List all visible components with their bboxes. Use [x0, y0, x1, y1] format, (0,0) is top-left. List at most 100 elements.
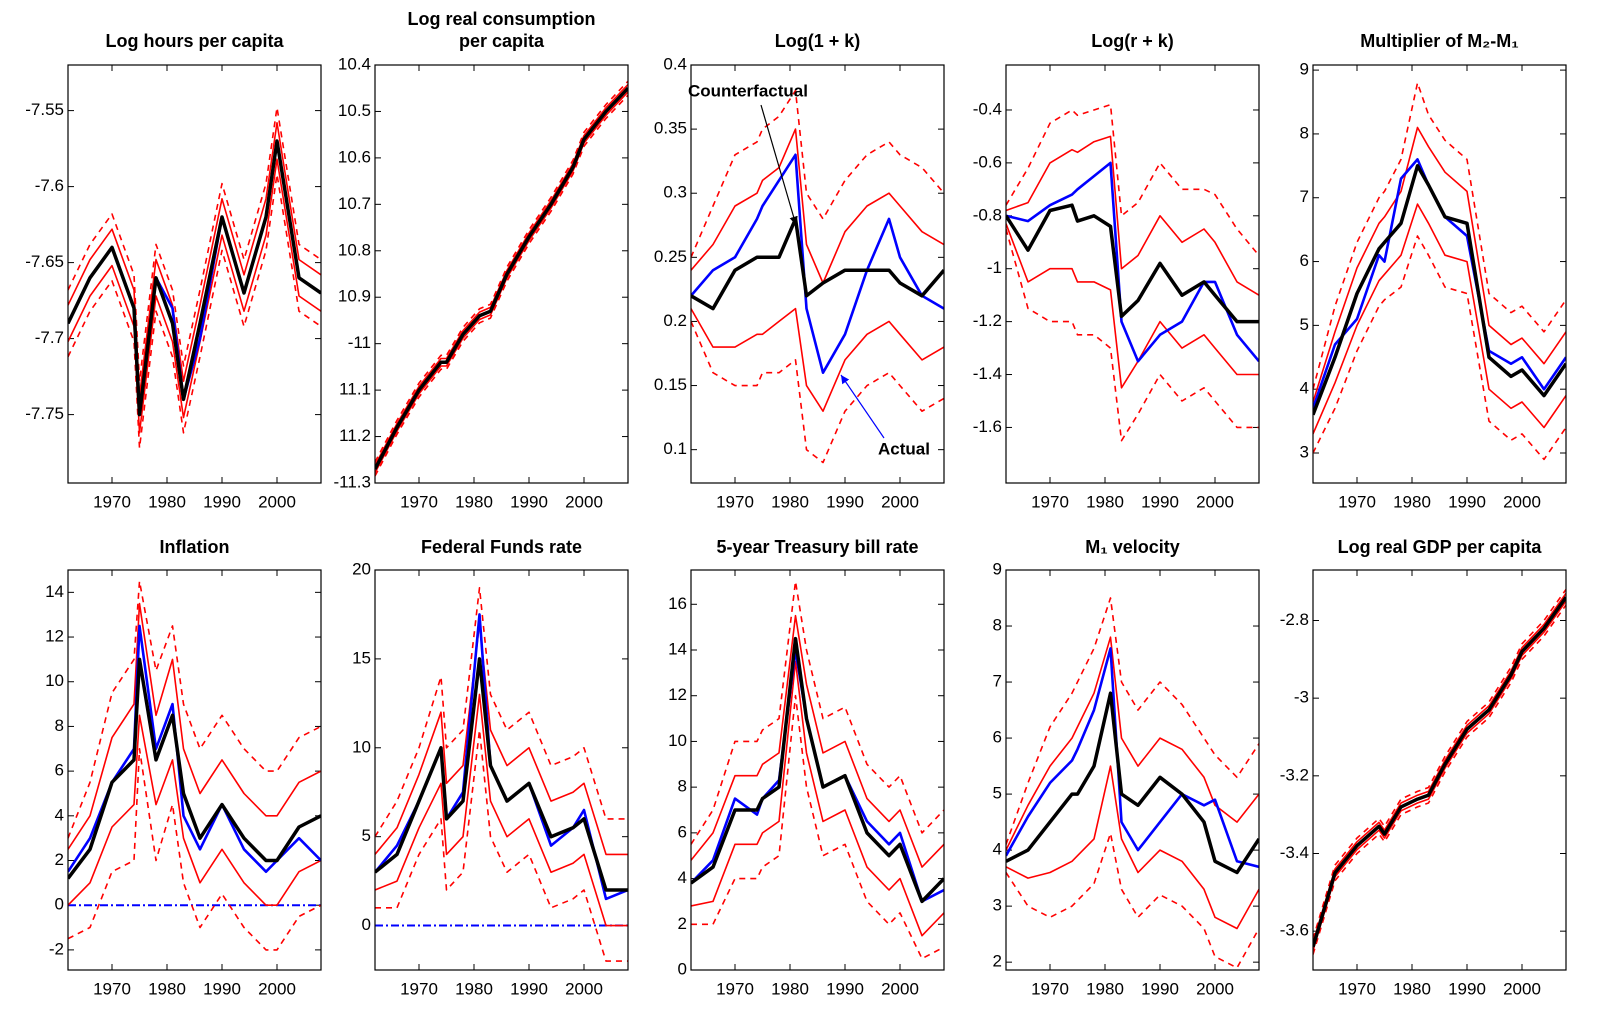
- y-tick-label: -3.2: [1280, 765, 1309, 784]
- y-tick-label: 10.7: [338, 194, 371, 213]
- y-tick-label: 10.6: [338, 147, 371, 166]
- plot-area: [1006, 597, 1259, 969]
- x-tick-label: 2000: [258, 979, 296, 998]
- band-line-dashed: [1006, 832, 1259, 969]
- band-line-dashed: [691, 694, 944, 960]
- plot-area: [1006, 103, 1259, 442]
- panel: M₁ velocity 2 3 4 5 6 7 8 9 1970 1980 1990 2000: [993, 537, 1260, 998]
- y-tick-label: 11.1: [339, 380, 371, 399]
- y-tick-label: 8: [1300, 123, 1309, 142]
- y-tick-label: 10.4: [338, 54, 371, 73]
- x-tick-label: 2000: [1503, 492, 1541, 511]
- series-line: [1006, 765, 1259, 930]
- x-tick-label: 2000: [1503, 979, 1541, 998]
- y-tick-label: 5: [993, 784, 1002, 803]
- y-tick-label: 12: [668, 685, 687, 704]
- plot-area: [691, 580, 944, 960]
- y-tick-label: 0.25: [654, 247, 687, 266]
- band-line-dashed: [691, 89, 944, 258]
- y-tick-label: 6: [1300, 251, 1309, 270]
- y-tick-label: 11.2: [339, 426, 371, 445]
- series-line: [1006, 135, 1259, 296]
- y-tick-label: 0.15: [654, 375, 687, 394]
- y-tick-label: -1.6: [973, 417, 1002, 436]
- y-tick-label: -3: [1294, 688, 1309, 707]
- y-tick-label: 0.35: [654, 119, 687, 138]
- y-tick-label: 8: [678, 777, 687, 796]
- series-line: [691, 307, 944, 412]
- y-tick-label: -2: [49, 939, 64, 958]
- panel-title: M₁ velocity: [1085, 537, 1179, 557]
- y-tick-label: -1.4: [973, 364, 1002, 383]
- panel-title: Federal Funds rate: [421, 537, 582, 557]
- y-tick-label: 0.2: [663, 311, 687, 330]
- y-tick-label: 2: [55, 850, 64, 869]
- y-tick-label: 0.1: [663, 439, 687, 458]
- y-tick-label: 16: [668, 594, 687, 613]
- series-line: [1313, 126, 1566, 403]
- band-line-dashed: [68, 580, 321, 839]
- y-tick-label: -0.4: [973, 99, 1002, 118]
- x-tick-label: 1980: [148, 979, 186, 998]
- x-tick-label: 1970: [1338, 979, 1376, 998]
- y-tick-label: -7.7: [35, 328, 64, 347]
- plot-frame: [690, 64, 945, 484]
- y-tick-label: 10.8: [338, 240, 371, 259]
- x-tick-label: 1970: [1031, 492, 1069, 511]
- y-tick-label: 14: [668, 639, 687, 658]
- band-line-dashed: [375, 80, 628, 463]
- y-tick-label: 4: [678, 868, 687, 887]
- y-tick-label: 6: [678, 822, 687, 841]
- x-tick-label: 1980: [1086, 492, 1124, 511]
- band-line-dashed: [1313, 588, 1566, 940]
- band-line-dashed: [1313, 604, 1566, 955]
- plot-frame: [1312, 64, 1567, 484]
- series-line: [375, 86, 628, 470]
- y-tick-label: 5: [1300, 315, 1309, 334]
- x-tick-label: 1970: [716, 492, 754, 511]
- y-tick-label: -3.6: [1280, 921, 1309, 940]
- y-tick-label: 6: [993, 728, 1002, 747]
- panel: Federal Funds rate 0 5 10 15 20 1970 1980 1990 20…: [352, 537, 629, 998]
- band-line-dashed: [68, 748, 321, 951]
- plot-frame: [67, 64, 322, 484]
- x-tick-label: 2000: [258, 492, 296, 511]
- y-tick-label: 9: [993, 559, 1002, 578]
- y-tick-label: -11: [348, 333, 371, 352]
- series-line: [375, 657, 628, 892]
- y-tick-label: -2.8: [1280, 610, 1309, 629]
- band-line-dashed: [375, 587, 628, 838]
- band-line-dashed: [691, 321, 944, 464]
- panel-title: Multiplier of M₂-M₁: [1360, 31, 1518, 51]
- y-tick-label: 5: [362, 826, 371, 845]
- series-line: [1006, 636, 1259, 851]
- y-tick-label: 14: [45, 582, 64, 601]
- panel-title: per capita: [459, 31, 545, 51]
- y-tick-label: 4: [1300, 379, 1309, 398]
- series-line: [68, 714, 321, 906]
- panel: Inflation -2 0 2 4 6 8 10 12 14 1970 1980 1990 2000: [45, 537, 322, 998]
- panel: 5-year Treasury bill rate 0 2 4 6 8 10 12 14 16 19…: [668, 537, 945, 998]
- series-line: [691, 217, 944, 311]
- x-tick-label: 2000: [565, 492, 603, 511]
- y-tick-label: 0: [55, 895, 64, 914]
- y-tick-label: 10: [45, 671, 64, 690]
- x-tick-label: 1990: [1141, 979, 1179, 998]
- band-line-dashed: [68, 173, 321, 449]
- panel: Log(r + k) -1.6 -1.4 -1.2 -1 -0.8 -0.6 -0.4 1970…: [973, 31, 1260, 511]
- y-tick-label: 0.4: [663, 54, 687, 73]
- x-tick-label: 1980: [771, 492, 809, 511]
- x-tick-label: 1970: [93, 492, 131, 511]
- series-line: [68, 657, 321, 880]
- plot-frame: [67, 569, 322, 971]
- x-tick-label: 1980: [1393, 979, 1431, 998]
- y-tick-label: 4: [993, 840, 1002, 859]
- y-tick-label: 0: [362, 915, 371, 934]
- y-tick-label: -0.8: [973, 205, 1002, 224]
- x-tick-label: 1990: [1448, 979, 1486, 998]
- panel: Log(1 + k) 0.1 0.15 0.2 0.25 0.3 0.35 0.4 1970 19…: [654, 31, 945, 511]
- x-tick-label: 1990: [826, 492, 864, 511]
- plot-area: [375, 587, 628, 962]
- panel: Log hours per capita -7.75 -7.7 -7.65 -7.6 -7…: [25, 31, 322, 511]
